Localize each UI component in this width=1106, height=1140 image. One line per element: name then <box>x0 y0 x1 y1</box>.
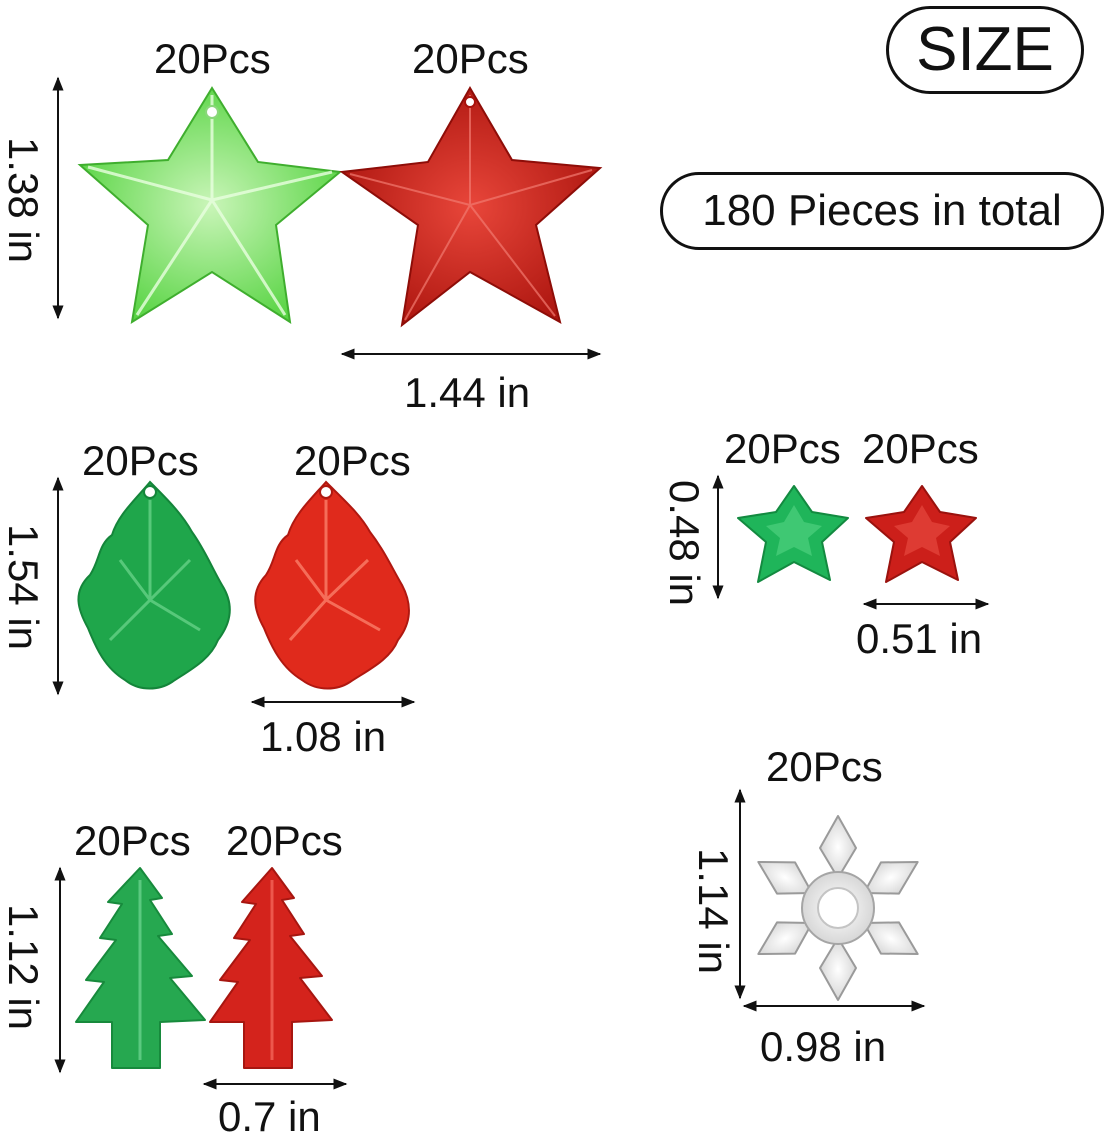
green-star-shape <box>77 86 343 325</box>
teardrop-width-label: 1.08 in <box>260 713 387 760</box>
quantity-label: 20Pcs <box>82 437 199 484</box>
red-small-star-shape <box>865 485 977 583</box>
teardrop-height-label: 1.54 in <box>0 523 47 651</box>
tree-width-label: 0.7 in <box>218 1093 321 1140</box>
tree-height-label: 1.12 in <box>0 903 47 1031</box>
quantity-label: 20Pcs <box>412 35 529 82</box>
star-height-label: 1.38 in <box>0 136 47 264</box>
snowflake-width-label: 0.98 in <box>760 1023 887 1070</box>
clear-snowflake-shape <box>757 815 919 1001</box>
quantity-label: 20Pcs <box>766 743 883 790</box>
small-star-width-label: 0.51 in <box>856 615 983 662</box>
green-tree-shape <box>75 867 206 1069</box>
snowflake-height-label: 1.14 in <box>690 847 737 975</box>
size-badge: SIZE <box>886 6 1084 94</box>
quantity-label: 20Pcs <box>154 35 271 82</box>
small-star-height-label: 0.48 in <box>661 479 708 607</box>
quantity-label: 20Pcs <box>862 425 979 472</box>
total-pieces-badge: 180 Pieces in total <box>660 172 1104 250</box>
green-small-star-shape <box>737 485 849 583</box>
red-star-shape <box>339 85 603 328</box>
quantity-label: 20Pcs <box>226 817 343 864</box>
green-teardrop-shape <box>77 480 231 690</box>
quantity-label: 20Pcs <box>74 817 191 864</box>
quantity-label: 20Pcs <box>724 425 841 472</box>
red-teardrop-shape <box>254 480 410 690</box>
quantity-label: 20Pcs <box>294 437 411 484</box>
red-tree-shape <box>209 867 333 1069</box>
star-width-label: 1.44 in <box>404 369 531 416</box>
